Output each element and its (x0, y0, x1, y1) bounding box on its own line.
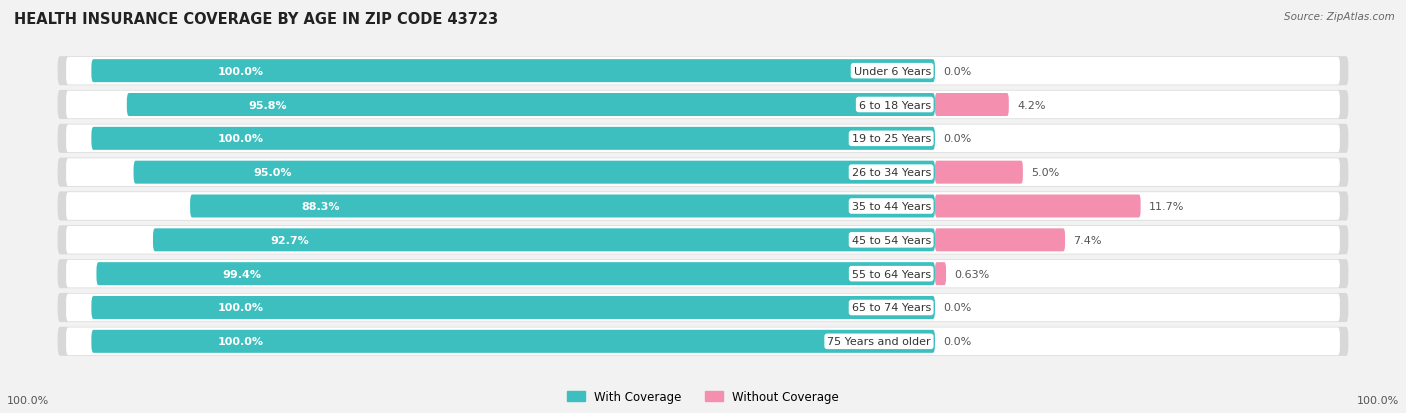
Text: 100.0%: 100.0% (218, 337, 264, 347)
FancyBboxPatch shape (935, 94, 1010, 117)
Text: 0.0%: 0.0% (943, 66, 972, 76)
Text: 92.7%: 92.7% (270, 235, 309, 245)
Text: 5.0%: 5.0% (1032, 168, 1060, 178)
Text: 100.0%: 100.0% (218, 66, 264, 76)
Legend: With Coverage, Without Coverage: With Coverage, Without Coverage (567, 390, 839, 403)
Text: 88.3%: 88.3% (302, 202, 340, 211)
Text: 19 to 25 Years: 19 to 25 Years (852, 134, 931, 144)
Text: 0.63%: 0.63% (955, 269, 990, 279)
FancyBboxPatch shape (58, 327, 1348, 356)
FancyBboxPatch shape (127, 94, 935, 117)
FancyBboxPatch shape (97, 263, 935, 285)
FancyBboxPatch shape (66, 58, 1340, 85)
FancyBboxPatch shape (66, 226, 1340, 254)
Text: 75 Years and older: 75 Years and older (827, 337, 931, 347)
Text: 0.0%: 0.0% (943, 337, 972, 347)
FancyBboxPatch shape (66, 294, 1340, 322)
Text: 95.0%: 95.0% (254, 168, 292, 178)
Text: 0.0%: 0.0% (943, 303, 972, 313)
FancyBboxPatch shape (91, 128, 935, 150)
Text: 100.0%: 100.0% (218, 303, 264, 313)
FancyBboxPatch shape (66, 328, 1340, 355)
Text: 35 to 44 Years: 35 to 44 Years (852, 202, 931, 211)
Text: 26 to 34 Years: 26 to 34 Years (852, 168, 931, 178)
Text: 55 to 64 Years: 55 to 64 Years (852, 269, 931, 279)
Text: 0.0%: 0.0% (943, 134, 972, 144)
FancyBboxPatch shape (58, 192, 1348, 221)
FancyBboxPatch shape (66, 91, 1340, 119)
Text: 100.0%: 100.0% (7, 395, 49, 405)
FancyBboxPatch shape (153, 229, 935, 252)
FancyBboxPatch shape (91, 296, 935, 319)
FancyBboxPatch shape (935, 263, 946, 285)
FancyBboxPatch shape (66, 125, 1340, 153)
FancyBboxPatch shape (935, 195, 1140, 218)
FancyBboxPatch shape (58, 293, 1348, 322)
FancyBboxPatch shape (134, 161, 935, 184)
Text: 45 to 54 Years: 45 to 54 Years (852, 235, 931, 245)
Text: Under 6 Years: Under 6 Years (853, 66, 931, 76)
FancyBboxPatch shape (58, 57, 1348, 86)
FancyBboxPatch shape (190, 195, 935, 218)
Text: 11.7%: 11.7% (1149, 202, 1184, 211)
Text: HEALTH INSURANCE COVERAGE BY AGE IN ZIP CODE 43723: HEALTH INSURANCE COVERAGE BY AGE IN ZIP … (14, 12, 498, 27)
Text: 7.4%: 7.4% (1074, 235, 1102, 245)
FancyBboxPatch shape (58, 259, 1348, 289)
Text: 100.0%: 100.0% (218, 134, 264, 144)
Text: 99.4%: 99.4% (222, 269, 262, 279)
FancyBboxPatch shape (66, 192, 1340, 221)
Text: Source: ZipAtlas.com: Source: ZipAtlas.com (1284, 12, 1395, 22)
Text: 6 to 18 Years: 6 to 18 Years (859, 100, 931, 110)
FancyBboxPatch shape (58, 226, 1348, 255)
Text: 95.8%: 95.8% (247, 100, 287, 110)
FancyBboxPatch shape (66, 159, 1340, 187)
FancyBboxPatch shape (91, 330, 935, 353)
FancyBboxPatch shape (935, 161, 1024, 184)
FancyBboxPatch shape (58, 158, 1348, 187)
Text: 4.2%: 4.2% (1018, 100, 1046, 110)
FancyBboxPatch shape (935, 229, 1066, 252)
FancyBboxPatch shape (58, 91, 1348, 120)
Text: 100.0%: 100.0% (1357, 395, 1399, 405)
Text: 65 to 74 Years: 65 to 74 Years (852, 303, 931, 313)
FancyBboxPatch shape (66, 260, 1340, 288)
FancyBboxPatch shape (91, 60, 935, 83)
FancyBboxPatch shape (58, 124, 1348, 154)
